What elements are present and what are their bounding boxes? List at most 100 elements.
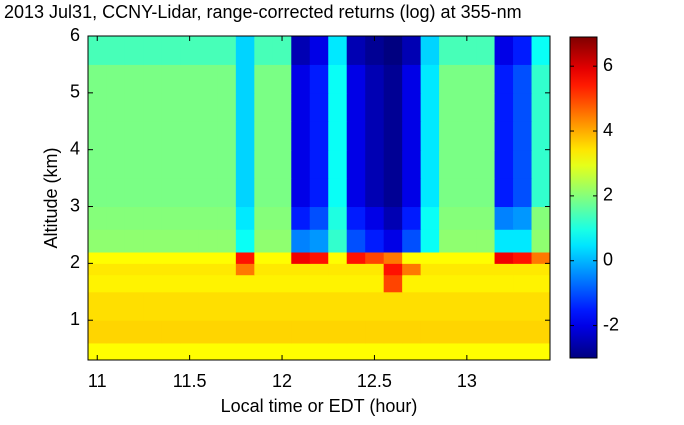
cell [198,320,218,344]
cell [309,342,329,360]
cell [383,149,403,179]
cell [291,178,311,208]
cell [402,274,422,293]
cell [124,291,144,321]
cell [254,64,274,94]
cell [291,36,311,65]
cell [272,320,292,344]
cell [402,92,422,122]
cell [198,342,218,360]
cell [346,149,366,179]
cell [383,229,403,253]
cell [420,342,440,360]
cell [513,252,533,264]
cell [328,149,348,179]
cell [402,291,422,321]
cell [291,274,311,293]
cell [402,206,422,230]
cell [272,149,292,179]
cell [513,92,533,122]
cell [235,206,255,230]
cell [198,274,218,293]
cell [476,274,496,293]
y-tick-label: 3 [70,195,80,215]
cell [309,92,329,122]
cell [235,291,255,321]
cell [180,291,200,321]
cell [383,92,403,122]
cell [531,149,550,179]
cell [476,36,496,65]
cell [272,342,292,360]
cell [309,320,329,344]
cell [161,252,181,264]
cell [198,64,218,94]
cell [106,342,126,360]
cell [365,320,385,344]
cell [420,64,440,94]
cell [143,320,163,344]
colorbar-tick-label: 2 [603,185,613,205]
cell [328,263,348,276]
cell [513,320,533,344]
cell [235,64,255,94]
cell [328,206,348,230]
cell [328,291,348,321]
cell [180,36,200,65]
y-tick-label: 2 [70,252,80,272]
cell [328,178,348,208]
colorbar-tick-label: 4 [603,120,613,140]
cell [494,206,514,230]
cell [531,178,550,208]
cell [457,229,477,253]
cell [272,252,292,264]
cell [420,320,440,344]
cell [346,320,366,344]
cell [235,274,255,293]
cell [309,263,329,276]
cell [217,252,237,264]
cell [254,92,274,122]
cell [494,342,514,360]
cell [291,149,311,179]
cell [494,229,514,253]
cell [457,291,477,321]
cell [88,178,107,208]
cell [383,64,403,94]
cell [217,342,237,360]
cell [291,92,311,122]
cell [88,263,107,276]
cell [457,320,477,344]
cell [143,291,163,321]
cell [365,252,385,264]
cell [383,320,403,344]
cell [180,274,200,293]
cell [143,274,163,293]
cell [124,320,144,344]
cell [217,206,237,230]
cell [346,291,366,321]
cell [143,263,163,276]
cell [439,92,459,122]
cell [531,229,550,253]
cell [476,263,496,276]
y-tick-label: 6 [70,25,80,45]
cell [88,274,107,293]
cell [476,206,496,230]
cell [272,121,292,151]
cell [328,342,348,360]
cell [161,36,181,65]
cell [161,274,181,293]
cell [124,206,144,230]
cell [180,121,200,151]
cell [106,149,126,179]
cell [88,92,107,122]
cell [328,121,348,151]
cell [420,252,440,264]
cell [346,206,366,230]
cell [531,342,550,360]
cell [124,342,144,360]
cell [143,178,163,208]
colorbar-tick-label: 6 [603,55,613,75]
y-tick-label: 5 [70,82,80,102]
